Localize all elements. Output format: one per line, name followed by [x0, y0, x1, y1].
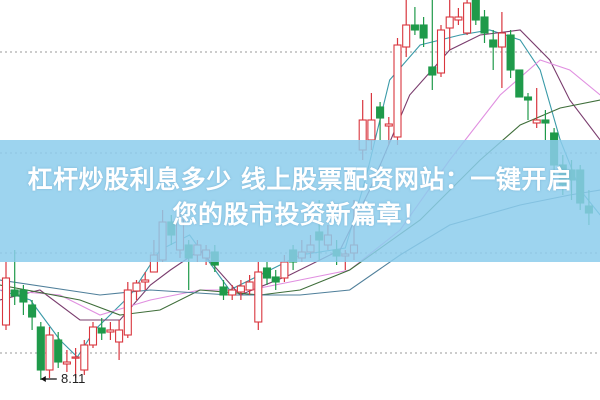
candle-down	[480, 10, 489, 43]
candle-up	[132, 280, 141, 300]
candle-body	[141, 279, 150, 283]
candle-down	[515, 69, 524, 98]
candle-down	[28, 300, 37, 330]
candle-body	[45, 334, 54, 371]
candle-up	[497, 12, 506, 88]
candle-down	[376, 102, 385, 140]
candle-body	[523, 96, 533, 101]
candle-body	[376, 106, 385, 119]
candle-body	[419, 24, 428, 39]
candle-down	[271, 270, 280, 290]
candle-body	[454, 16, 463, 21]
candle-down	[219, 280, 228, 300]
candle-up	[236, 280, 245, 300]
candle-up	[463, 0, 472, 35]
candle-body	[219, 286, 228, 296]
moving-average-line	[0, 99, 600, 316]
candle-up	[393, 38, 402, 145]
candle-body	[436, 29, 446, 74]
title-line-2: 您的股市投资新篇章！	[172, 200, 428, 229]
candle-body	[36, 326, 45, 371]
candle-up	[141, 272, 150, 290]
candle-down	[541, 110, 550, 140]
candle-up	[445, 0, 454, 50]
candle-up	[228, 285, 237, 300]
candle-body	[19, 289, 28, 303]
candle-down	[489, 30, 498, 70]
candle-body	[402, 24, 411, 48]
candle-down	[262, 262, 272, 285]
candle-up	[88, 322, 98, 348]
candle-body	[245, 281, 254, 291]
candle-up	[436, 25, 446, 77]
candle-down	[428, 0, 437, 90]
candle-down	[36, 322, 45, 380]
candle-body	[410, 24, 419, 31]
candle-up	[80, 340, 89, 375]
annotation-arrow-head	[40, 376, 46, 382]
candle-body	[480, 16, 489, 34]
candle-up	[532, 88, 541, 128]
candle-body	[254, 271, 263, 323]
candle-up	[402, 0, 411, 57]
candle-down	[523, 93, 533, 120]
candle-body	[497, 32, 506, 48]
low-price-label: 8.11	[61, 371, 86, 386]
candle-body	[532, 119, 541, 124]
low-annotation	[40, 376, 57, 382]
candle-body	[463, 2, 472, 34]
candle-down	[54, 332, 63, 368]
candle-body	[262, 267, 272, 279]
moving-average-line	[0, 59, 600, 316]
candle-body	[393, 44, 402, 138]
candle-up	[62, 350, 71, 372]
candle-down	[410, 7, 419, 35]
candle-body	[62, 361, 71, 365]
candle-body	[489, 39, 498, 48]
title-banner	[0, 140, 600, 262]
candle-body	[71, 356, 80, 359]
article-title: 杠杆炒股利息多少 线上股票配资网站：一键开启 您的股市投资新篇章！	[0, 162, 600, 232]
candle-body	[115, 329, 124, 343]
candle-body	[280, 261, 289, 279]
candle-up	[45, 327, 54, 378]
candle-body	[428, 66, 437, 76]
candle-down	[471, 0, 480, 25]
candle-body	[1, 277, 11, 326]
candle-up	[1, 262, 11, 330]
candle-body	[506, 34, 515, 71]
candle-down	[419, 17, 428, 47]
candle-up	[106, 322, 115, 340]
candle-body	[515, 69, 524, 98]
candle-body	[10, 289, 19, 297]
moving-average-line	[0, 29, 600, 321]
candle-up	[245, 275, 254, 295]
candle-body	[236, 285, 245, 293]
candle-body	[132, 282, 141, 292]
candle-body	[106, 329, 115, 333]
title-line-1: 杠杆炒股利息多少 线上股票配资网站：一键开启	[27, 165, 573, 194]
candle-down	[19, 285, 28, 315]
candle-body	[97, 327, 106, 334]
candle-body	[88, 326, 98, 346]
candle-down	[506, 30, 515, 78]
candle-body	[367, 119, 376, 141]
candle-body	[228, 289, 237, 296]
candle-body	[541, 119, 550, 124]
candle-body	[271, 276, 280, 283]
candle-up	[71, 348, 80, 378]
candle-body	[384, 123, 393, 127]
candle-body	[54, 339, 63, 363]
candle-body	[80, 344, 89, 371]
candle-body	[123, 289, 132, 336]
candle-up	[454, 8, 463, 25]
candle-up	[123, 282, 132, 338]
candle-body	[471, 0, 480, 21]
candle-body	[28, 304, 37, 318]
candle-down	[97, 318, 106, 340]
candle-up	[115, 320, 124, 360]
candle-up	[254, 262, 263, 330]
candle-body	[445, 16, 454, 29]
